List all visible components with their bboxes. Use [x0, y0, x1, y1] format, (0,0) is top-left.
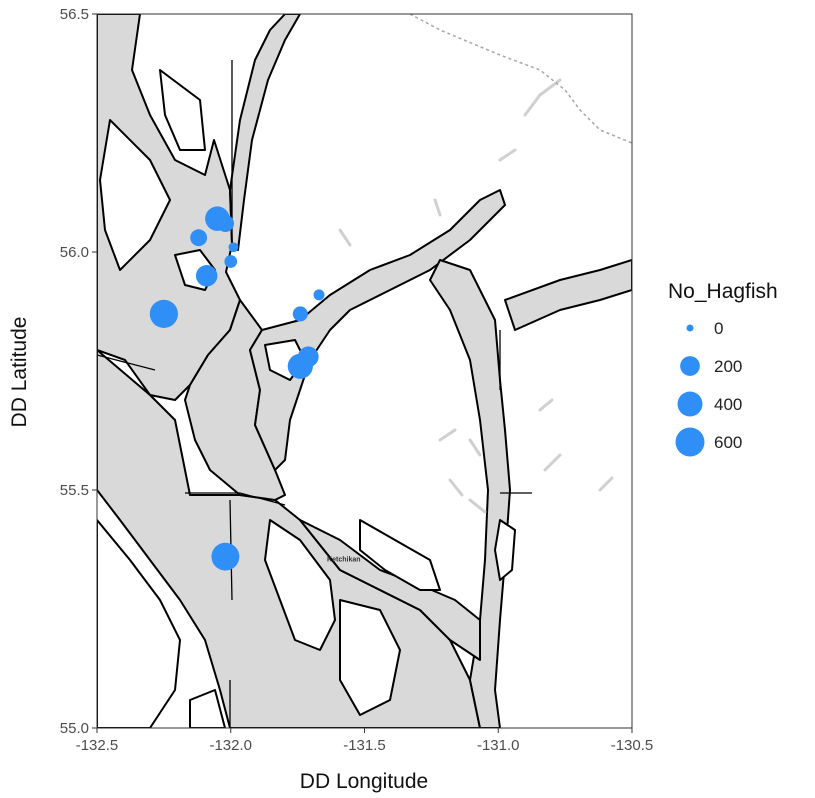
legend: No_Hagfish 0 200 400 600 — [668, 280, 778, 457]
hagfish-point — [224, 255, 238, 268]
island-zarembo — [159, 69, 206, 151]
place-label-ketchikan: Ketchikan — [327, 556, 360, 563]
ice-streak — [543, 453, 562, 472]
y-tick-label: 55.0 — [60, 720, 89, 737]
legend-key — [680, 356, 700, 376]
water-tongass-narrows — [299, 519, 481, 661]
island-etolin — [99, 119, 171, 271]
legend-key — [677, 391, 703, 417]
data-points — [149, 206, 325, 571]
hagfish-point — [228, 242, 239, 253]
hagfish-point — [149, 299, 179, 329]
y-tick-label: 56.5 — [60, 6, 89, 23]
water-northern-inlet — [229, 14, 301, 251]
map-panel: Ketchikan — [97, 14, 632, 728]
ice-streak — [523, 78, 562, 117]
ice-streak — [438, 428, 457, 442]
boundary-line — [185, 492, 286, 506]
y-axis: 55.0 55.5 56.0 56.5 — [60, 6, 97, 737]
island-prince-of-wales — [97, 519, 181, 728]
x-tick-label: -130.5 — [611, 737, 654, 754]
x-tick-label: -132.5 — [76, 737, 119, 754]
water-behm-canal — [429, 259, 511, 728]
x-tick-label: -131.0 — [477, 737, 520, 754]
water-east-behm — [504, 259, 632, 331]
ice-streak — [468, 498, 487, 514]
island-southwest — [189, 689, 226, 728]
hagfish-point — [287, 353, 313, 379]
boundary-line — [97, 354, 156, 371]
legend-label: 600 — [714, 433, 742, 452]
ice-streak — [338, 228, 352, 247]
ice-fields — [338, 78, 614, 514]
hagfish-point — [313, 289, 325, 301]
hagfish-point — [216, 214, 235, 233]
x-tick-label: -131.5 — [343, 737, 386, 754]
hagfish-point — [292, 306, 308, 322]
island-revilla-inner — [359, 519, 441, 591]
legend-label: 400 — [714, 395, 742, 414]
legend-key — [686, 324, 694, 332]
legend-label: 200 — [714, 357, 742, 376]
legend-key — [675, 427, 705, 457]
ice-streak — [448, 478, 464, 497]
y-tick-label: 56.0 — [60, 244, 89, 261]
x-tick-label: -132.0 — [209, 737, 252, 754]
hagfish-point — [195, 265, 218, 287]
x-axis: -132.5 -132.0 -131.5 -131.0 -130.5 — [76, 728, 654, 754]
ice-streak — [498, 148, 517, 162]
island-gravina — [264, 519, 336, 651]
island-deer — [494, 519, 516, 581]
ice-streak — [433, 198, 442, 217]
ice-streak — [598, 476, 614, 492]
ice-streak — [468, 438, 482, 457]
hagfish-point — [211, 542, 240, 571]
y-axis-title: DD Latitude — [8, 317, 31, 428]
y-tick-label: 55.5 — [60, 482, 89, 499]
legend-label: 0 — [714, 319, 723, 338]
hagfish-point — [190, 229, 208, 247]
x-axis-title: DD Longitude — [300, 770, 428, 793]
land-areas — [97, 69, 516, 728]
ice-streak — [538, 398, 554, 412]
island-annette — [339, 599, 401, 716]
international-border — [409, 14, 632, 144]
legend-title: No_Hagfish — [668, 280, 778, 303]
